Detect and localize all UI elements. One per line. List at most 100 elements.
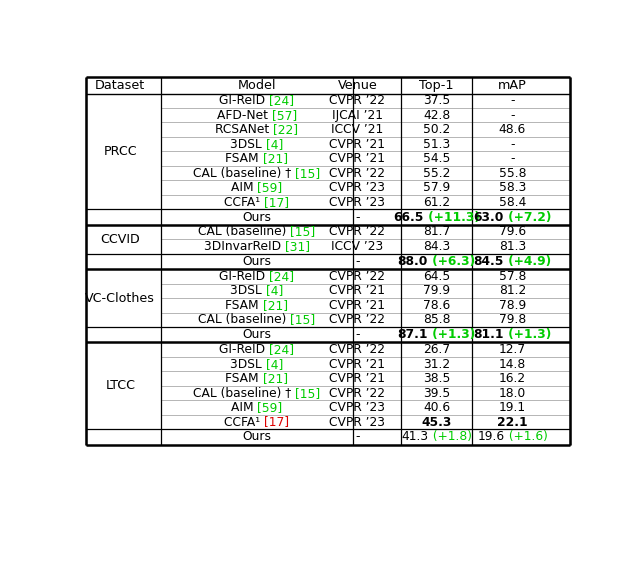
Text: AIM: AIM — [231, 401, 257, 414]
Text: 3DInvarReID: 3DInvarReID — [204, 240, 285, 253]
Text: Ours: Ours — [242, 211, 271, 224]
Text: 19.6: 19.6 — [477, 430, 504, 443]
Text: GI-ReID: GI-ReID — [219, 270, 269, 283]
Text: [31]: [31] — [285, 240, 310, 253]
Text: 22.1: 22.1 — [497, 416, 528, 429]
Text: 78.6: 78.6 — [423, 299, 450, 312]
Text: CVPR ’21: CVPR ’21 — [330, 357, 385, 370]
Text: (+1.8): (+1.8) — [429, 430, 472, 443]
Text: 54.5: 54.5 — [423, 152, 450, 165]
Text: -: - — [355, 328, 360, 341]
Text: 79.8: 79.8 — [499, 313, 526, 326]
Text: [15]: [15] — [290, 313, 316, 326]
Text: 16.2: 16.2 — [499, 372, 526, 385]
Text: 40.6: 40.6 — [423, 401, 450, 414]
Text: IJCAI ’21: IJCAI ’21 — [332, 109, 383, 122]
Text: 81.1: 81.1 — [474, 328, 504, 341]
Text: FSAM: FSAM — [225, 152, 263, 165]
Text: 58.4: 58.4 — [499, 195, 526, 208]
Text: Dataset: Dataset — [95, 79, 145, 92]
Text: Ours: Ours — [242, 430, 271, 443]
Text: -: - — [510, 138, 515, 151]
Text: AFD-Net: AFD-Net — [216, 109, 271, 122]
Text: [15]: [15] — [290, 225, 316, 238]
Text: -: - — [355, 211, 360, 224]
Text: 81.7: 81.7 — [423, 225, 450, 238]
Text: FSAM: FSAM — [225, 299, 263, 312]
Text: 50.2: 50.2 — [423, 123, 450, 136]
Text: [17]: [17] — [264, 195, 289, 208]
Text: 37.5: 37.5 — [423, 95, 450, 107]
Text: Venue: Venue — [337, 79, 378, 92]
Text: [17]: [17] — [264, 416, 289, 429]
Text: [21]: [21] — [263, 299, 288, 312]
Text: (+1.3): (+1.3) — [504, 328, 551, 341]
Text: 57.8: 57.8 — [499, 270, 526, 283]
Text: 18.0: 18.0 — [499, 387, 526, 400]
Text: CAL (baseline): CAL (baseline) — [198, 225, 290, 238]
Text: CCFA¹: CCFA¹ — [224, 416, 264, 429]
Text: [4]: [4] — [266, 357, 284, 370]
Text: CVPR ’22: CVPR ’22 — [330, 270, 385, 283]
Text: Ours: Ours — [242, 328, 271, 341]
Text: 55.2: 55.2 — [423, 167, 450, 180]
Text: CAL (baseline): CAL (baseline) — [198, 313, 290, 326]
Text: Model: Model — [237, 79, 276, 92]
Text: [22]: [22] — [273, 123, 298, 136]
Text: 87.1: 87.1 — [397, 328, 428, 341]
Text: 85.8: 85.8 — [423, 313, 451, 326]
Text: ICCV ’23: ICCV ’23 — [332, 240, 383, 253]
Text: [59]: [59] — [257, 181, 283, 194]
Text: 81.2: 81.2 — [499, 284, 526, 297]
Text: 79.6: 79.6 — [499, 225, 526, 238]
Text: 88.0: 88.0 — [397, 255, 428, 268]
Text: AIM: AIM — [231, 181, 257, 194]
Text: 51.3: 51.3 — [423, 138, 450, 151]
Text: 63.0: 63.0 — [474, 211, 504, 224]
Text: CVPR ’22: CVPR ’22 — [330, 167, 385, 180]
Text: [4]: [4] — [266, 138, 284, 151]
Text: CVPR ’21: CVPR ’21 — [330, 152, 385, 165]
Text: 14.8: 14.8 — [499, 357, 526, 370]
Text: CVPR ’21: CVPR ’21 — [330, 299, 385, 312]
Text: 26.7: 26.7 — [423, 343, 450, 356]
Text: [59]: [59] — [257, 401, 283, 414]
Text: CVPR ’21: CVPR ’21 — [330, 138, 385, 151]
Text: 84.3: 84.3 — [423, 240, 450, 253]
Text: CAL (baseline) †: CAL (baseline) † — [193, 167, 295, 180]
Text: 41.3: 41.3 — [401, 430, 429, 443]
Text: CVPR ’21: CVPR ’21 — [330, 372, 385, 385]
Text: CVPR ’23: CVPR ’23 — [330, 181, 385, 194]
Text: [15]: [15] — [295, 167, 321, 180]
Text: 38.5: 38.5 — [423, 372, 450, 385]
Text: -: - — [510, 152, 515, 165]
Text: 64.5: 64.5 — [423, 270, 450, 283]
Text: CVPR ’23: CVPR ’23 — [330, 195, 385, 208]
Text: CCVID: CCVID — [100, 232, 140, 246]
Text: [21]: [21] — [263, 152, 288, 165]
Text: 61.2: 61.2 — [423, 195, 450, 208]
Text: mAP: mAP — [498, 79, 527, 92]
Text: CCFA¹: CCFA¹ — [224, 195, 264, 208]
Text: 42.8: 42.8 — [423, 109, 450, 122]
Text: CVPR ’21: CVPR ’21 — [330, 284, 385, 297]
Text: 45.3: 45.3 — [421, 416, 452, 429]
Text: 12.7: 12.7 — [499, 343, 526, 356]
Text: 81.3: 81.3 — [499, 240, 526, 253]
Text: VC-Clothes: VC-Clothes — [85, 292, 156, 305]
Text: CAL (baseline) †: CAL (baseline) † — [193, 387, 295, 400]
Text: [4]: [4] — [266, 284, 284, 297]
Text: GI-ReID: GI-ReID — [219, 95, 269, 107]
Text: (+11.3): (+11.3) — [424, 211, 479, 224]
Text: 3DSL: 3DSL — [230, 357, 266, 370]
Text: [24]: [24] — [269, 95, 294, 107]
Text: CVPR ’22: CVPR ’22 — [330, 95, 385, 107]
Text: Top-1: Top-1 — [419, 79, 454, 92]
Text: [57]: [57] — [271, 109, 297, 122]
Text: [24]: [24] — [269, 343, 294, 356]
Text: -: - — [355, 430, 360, 443]
Text: [21]: [21] — [263, 372, 288, 385]
Text: RCSANet: RCSANet — [215, 123, 273, 136]
Text: 31.2: 31.2 — [423, 357, 450, 370]
Text: CVPR ’22: CVPR ’22 — [330, 343, 385, 356]
